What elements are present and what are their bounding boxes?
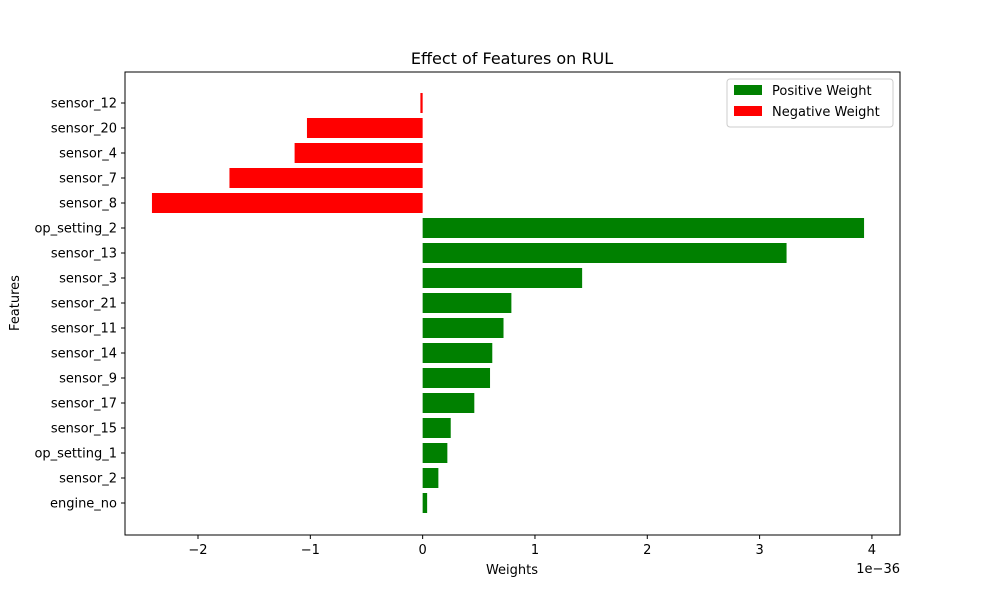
x-tick-label: −2 — [188, 543, 207, 558]
y-tick-label: sensor_9 — [59, 372, 117, 387]
bar-sensor-4 — [294, 143, 423, 163]
x-axis-label: Weights — [486, 563, 538, 578]
x-tick-label: 3 — [755, 543, 763, 558]
bar-sensor-14 — [422, 343, 493, 363]
bar-op-setting-2 — [422, 218, 865, 238]
y-tick-label: sensor_17 — [51, 397, 117, 412]
y-tick-label: op_setting_2 — [34, 222, 117, 237]
plot-frame — [124, 71, 901, 536]
y-tick-label: op_setting_1 — [34, 447, 117, 462]
bar-sensor-15 — [422, 418, 451, 438]
x-axis-offset-text: 1e−36 — [856, 562, 900, 577]
x-tick-label: 4 — [868, 543, 876, 558]
y-tick-label: sensor_11 — [51, 322, 117, 337]
y-tick-label: sensor_13 — [51, 247, 117, 262]
legend-swatch-positive — [734, 85, 762, 95]
legend-label-negative: Negative Weight — [772, 105, 880, 120]
y-tick-label: sensor_15 — [51, 422, 117, 437]
legend: Positive Weight Negative Weight — [726, 78, 894, 128]
bar-sensor-2 — [422, 468, 439, 488]
x-tick-label: −1 — [301, 543, 320, 558]
y-tick-label: engine_no — [50, 497, 117, 512]
y-tick-label: sensor_8 — [59, 197, 117, 212]
y-axis-label: Features — [8, 275, 23, 331]
y-tick-label: sensor_20 — [51, 122, 117, 137]
x-tick-label: 2 — [643, 543, 651, 558]
bar-op-setting-1 — [422, 443, 448, 463]
bar-sensor-3 — [422, 268, 583, 288]
bar-sensor-8 — [151, 193, 423, 213]
x-axis: −2 −1 0 1 2 3 4 — [188, 535, 876, 558]
bar-sensor-13 — [422, 243, 787, 263]
bar-sensor-9 — [422, 368, 491, 388]
legend-box — [726, 78, 894, 128]
y-tick-label: sensor_2 — [59, 472, 117, 487]
x-tick-label: 0 — [419, 543, 427, 558]
x-tick-label: 1 — [531, 543, 539, 558]
y-tick-label: sensor_7 — [59, 172, 117, 187]
legend-label-positive: Positive Weight — [772, 84, 872, 99]
bar-engine-no — [422, 493, 428, 513]
y-tick-label: sensor_4 — [59, 147, 117, 162]
bar-sensor-7 — [229, 168, 423, 188]
y-tick-label: sensor_3 — [59, 272, 117, 287]
y-axis: sensor_12 sensor_20 sensor_4 sensor_7sensor… — [34, 97, 125, 512]
y-tick-label: sensor_14 — [51, 347, 117, 362]
chart-title: Effect of Features on RUL — [411, 49, 613, 68]
bar-sensor-17 — [422, 393, 475, 413]
bars — [151, 93, 865, 513]
bar-sensor-21 — [422, 293, 512, 313]
y-tick-label: sensor_12 — [51, 97, 117, 112]
legend-swatch-negative — [734, 106, 762, 116]
bar-sensor-11 — [422, 318, 504, 338]
y-tick-label: sensor_21 — [51, 297, 117, 312]
bar-sensor-12 — [420, 93, 423, 113]
bar-sensor-20 — [306, 118, 423, 138]
